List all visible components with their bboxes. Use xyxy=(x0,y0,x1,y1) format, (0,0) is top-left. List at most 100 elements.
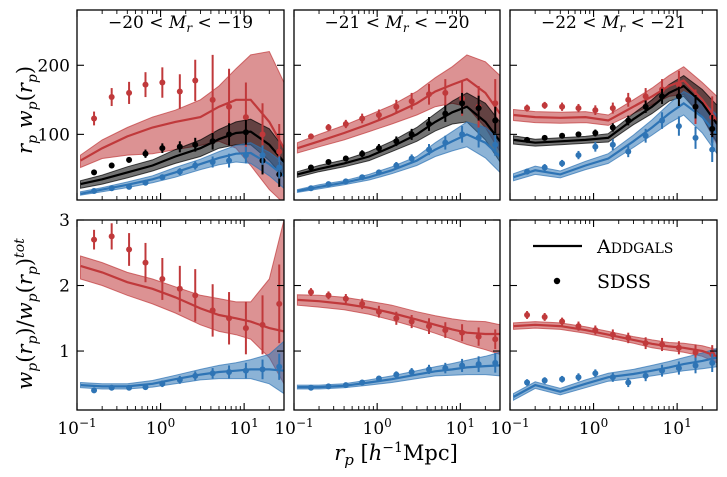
sdss-point-black xyxy=(408,131,415,138)
sdss-point-red xyxy=(642,93,649,100)
model-band-blue xyxy=(296,121,500,193)
sdss-point-black xyxy=(342,155,349,162)
legend: ADDGALS SDSS xyxy=(533,236,673,293)
sdss-point-red xyxy=(492,100,499,107)
sdss-point-red xyxy=(492,336,499,343)
model-line-red xyxy=(513,323,717,358)
sdss-point-red xyxy=(425,323,432,330)
sdss-point-red xyxy=(375,308,382,315)
sdss-point-black xyxy=(226,131,233,138)
sdss-point-blue xyxy=(276,164,283,171)
sdss-point-red xyxy=(242,114,249,121)
sdss-point-blue xyxy=(126,384,133,391)
sdss-point-red xyxy=(408,98,415,105)
sdss-point-blue xyxy=(425,366,432,373)
sdss-point-blue xyxy=(242,367,249,374)
sdss-point-black xyxy=(541,134,548,141)
panel-plot-area xyxy=(296,54,500,193)
sdss-point-red xyxy=(192,77,199,84)
sdss-point-blue xyxy=(159,174,166,181)
sdss-point-red xyxy=(575,105,582,112)
panel-frame xyxy=(76,9,285,201)
model-line-blue xyxy=(512,356,717,398)
sdss-point-red xyxy=(325,292,332,299)
model-band-red xyxy=(80,220,284,385)
sdss-point-red xyxy=(91,115,98,122)
sdss-point-red xyxy=(276,148,283,155)
sdss-point-red xyxy=(559,318,566,325)
legend-data-marker xyxy=(553,277,561,285)
sdss-point-blue xyxy=(393,162,400,169)
sdss-point-black xyxy=(559,132,566,139)
sdss-point-blue xyxy=(609,374,616,381)
legend-model-label-cap: A xyxy=(596,236,611,258)
x-tick-label: 10−1 xyxy=(57,416,96,439)
model-line-blue xyxy=(297,133,500,193)
legend-data-label: SDSS xyxy=(597,271,651,293)
sdss-point-blue xyxy=(307,185,314,192)
sdss-point-blue xyxy=(276,363,283,370)
sdss-point-red xyxy=(393,103,400,110)
x-tick-label: 100 xyxy=(146,416,175,439)
sdss-point-blue xyxy=(475,134,482,141)
sdss-point-red xyxy=(625,96,632,103)
y-tick-label: 200 xyxy=(38,56,70,76)
sdss-point-red xyxy=(126,246,133,253)
sdss-point-red xyxy=(307,133,314,140)
sdss-point-blue xyxy=(559,160,566,167)
sdss-point-blue xyxy=(142,384,149,391)
sdss-point-red xyxy=(192,292,199,299)
model-line-blue xyxy=(80,151,284,195)
sdss-point-red xyxy=(159,79,166,86)
sdss-point-blue xyxy=(259,152,266,159)
x-tick-label: 101 xyxy=(662,416,691,439)
sdss-point-black xyxy=(159,145,166,152)
sdss-point-blue xyxy=(541,377,548,384)
sdss-point-red xyxy=(692,349,699,356)
model-line-blue xyxy=(297,364,500,389)
sdss-point-red xyxy=(91,236,98,243)
panels-layer: 100 200 −20 < Mr < −19 1 2 3 10−1 100 101 −21 < M… xyxy=(38,9,718,439)
sdss-point-red xyxy=(393,315,400,322)
sdss-point-blue xyxy=(192,372,199,379)
sdss-point-red xyxy=(342,121,349,127)
model-line-red xyxy=(297,77,500,150)
sdss-point-blue xyxy=(592,370,599,377)
legend-model-label-rest: DDGALS xyxy=(611,241,674,257)
sdss-point-blue xyxy=(524,168,531,175)
sdss-point-black xyxy=(592,129,599,136)
sdss-point-red xyxy=(408,318,415,325)
sdss-point-black xyxy=(675,93,682,100)
sdss-point-blue xyxy=(524,379,531,386)
y-axis-label-top: rp wp(rp) xyxy=(13,66,41,154)
sdss-point-blue xyxy=(209,370,216,377)
sdss-point-red xyxy=(675,81,682,88)
model-line-black xyxy=(80,130,284,186)
sdss-point-blue xyxy=(675,365,682,372)
sdss-point-blue xyxy=(342,382,349,389)
panel-plot-area xyxy=(296,288,500,391)
panel-frame xyxy=(293,219,501,411)
sdss-point-blue xyxy=(592,143,599,150)
sdss-point-black xyxy=(692,103,699,110)
sdss-point-black xyxy=(659,93,666,100)
panel-frame xyxy=(509,9,718,201)
sdss-point-black xyxy=(192,141,199,148)
model-line-blue xyxy=(80,368,284,388)
panel-bottom-2: 10−1 100 101 xyxy=(274,219,501,439)
x-tick-label: 10−1 xyxy=(490,416,529,439)
sdss-point-red xyxy=(126,89,133,96)
sdss-point-blue xyxy=(675,123,682,130)
sdss-point-red xyxy=(475,333,482,340)
sdss-point-blue xyxy=(307,384,314,391)
sdss-point-blue xyxy=(475,361,482,368)
sdss-point-blue xyxy=(709,359,716,366)
sdss-point-red xyxy=(609,105,616,112)
model-band-blue xyxy=(513,90,717,182)
model-line-red xyxy=(513,79,717,122)
sdss-point-red xyxy=(442,327,449,334)
sdss-point-blue xyxy=(575,152,582,159)
sdss-point-black xyxy=(359,150,366,157)
sdss-point-red xyxy=(541,102,548,109)
panel-title-3: −22 < Mr < −21 xyxy=(541,13,686,35)
